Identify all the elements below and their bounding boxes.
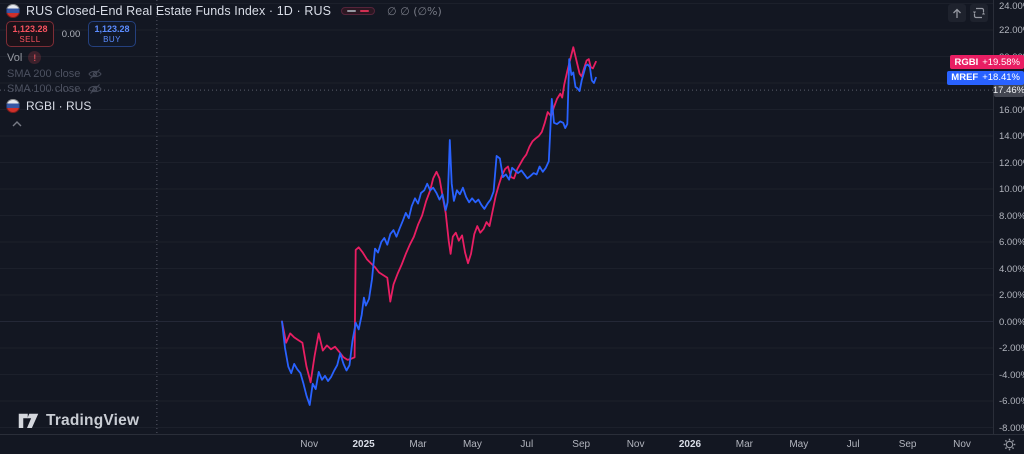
reset-icon (973, 7, 985, 19)
time-axis[interactable]: Nov 2025 Mar May Jul Sep Nov 2026 Mar May Jul Sep No… (0, 434, 1024, 454)
sell-label: SELL (19, 34, 41, 44)
volume-warning-icon[interactable]: ! (28, 51, 42, 64)
time-tick-label: Jul (520, 439, 534, 450)
series-line-mref[interactable] (281, 58, 597, 406)
price-tick-label: 16.00% (999, 104, 1024, 116)
indicator-row-sma200[interactable]: SMA 200 close (7, 68, 442, 80)
price-tick-label: -8.00% (999, 422, 1024, 434)
mref-price-label[interactable]: MREF +18.41% (947, 70, 1024, 85)
tradingview-mark-icon (18, 413, 39, 428)
price-tick-label: -2.00% (999, 343, 1024, 354)
buy-button[interactable]: 1,123.28 BUY (88, 21, 136, 47)
price-tick-label: 22.00% (999, 25, 1024, 36)
compare-symbol-label: RGBI · RUS (26, 99, 92, 113)
buy-price: 1,123.28 (94, 23, 130, 34)
eye-off-icon[interactable] (88, 83, 103, 95)
eye-off-icon[interactable] (88, 68, 103, 80)
indicator-row-sma100[interactable]: SMA 100 close (7, 83, 442, 95)
price-tick-label: 8.00% (999, 210, 1024, 222)
ohlc-values: ∅ ∅ (∅%) (387, 4, 442, 18)
spread-value: 0.00 (61, 28, 81, 40)
price-tick-label: 0.00% (999, 316, 1024, 328)
trade-buttons-row: 1,123.28 SELL 0.00 1,123.28 BUY (6, 21, 442, 47)
sma100-label: SMA 100 close (7, 83, 81, 95)
line-swatch-icon (347, 10, 357, 12)
time-tick-label: Mar (735, 439, 754, 450)
time-tick-label: Mar (409, 439, 427, 450)
scroll-up-button[interactable] (948, 4, 966, 22)
russia-flag-icon (6, 4, 20, 18)
chevron-up-icon (12, 121, 22, 127)
last-value-label: 17.46% (992, 83, 1024, 98)
time-tick-label: 2026 (678, 439, 702, 450)
price-tick-label: 14.00% (999, 131, 1024, 142)
series-style-chip[interactable] (341, 7, 376, 15)
time-tick-label: 2025 (352, 439, 375, 450)
time-tick-label: May (789, 439, 809, 450)
line-swatch-red-icon (360, 10, 370, 12)
tradingview-logo-text: TradingView (46, 411, 140, 429)
time-tick-label: Sep (898, 439, 917, 450)
time-tick-label: May (462, 439, 482, 450)
rgbi-change: +19.58% (982, 56, 1020, 68)
compare-symbol-row[interactable]: RGBI · RUS (6, 99, 442, 113)
pane-controls (948, 4, 988, 22)
mref-symbol: MREF (951, 72, 979, 84)
time-tick-label: Sep (572, 439, 591, 450)
legend-collapse-button[interactable] (8, 117, 26, 131)
buy-label: BUY (103, 34, 121, 44)
sell-price: 1,123.28 (12, 23, 48, 34)
time-tick-label: Nov (953, 439, 971, 450)
russia-flag-icon (6, 99, 20, 113)
reset-view-button[interactable] (970, 4, 988, 22)
price-tick-label: -4.00% (999, 369, 1024, 381)
price-tick-label: -6.00% (999, 396, 1024, 407)
time-tick-label: Nov (626, 439, 645, 450)
price-tick-label: 12.00% (999, 157, 1024, 169)
series-line-rgbi[interactable] (281, 46, 597, 384)
tradingview-logo[interactable]: TradingView (18, 411, 139, 430)
price-tick-label: 2.00% (999, 290, 1024, 301)
price-tick-label: 24.00% (999, 1, 1024, 12)
time-tick-label: Jul (846, 439, 860, 450)
axis-settings-gear-icon[interactable] (1003, 438, 1016, 451)
price-tick-label: 6.00% (999, 237, 1024, 248)
chart-legend: RUS Closed-End Real Estate Funds Index ·… (6, 4, 442, 131)
symbol-title[interactable]: RUS Closed-End Real Estate Funds Index ·… (26, 4, 332, 18)
sell-button[interactable]: 1,123.28 SELL (6, 21, 54, 47)
sma200-label: SMA 200 close (7, 68, 81, 80)
time-tick-label: Nov (300, 439, 319, 450)
rgbi-price-label[interactable]: RGBI +19.58% (950, 55, 1024, 70)
volume-label: Vol (7, 51, 23, 64)
price-tick-label: 10.00% (999, 184, 1024, 195)
volume-indicator-row[interactable]: Vol ! (7, 51, 442, 64)
symbol-title-row[interactable]: RUS Closed-End Real Estate Funds Index ·… (6, 4, 442, 18)
rgbi-symbol: RGBI (954, 56, 979, 68)
arrow-up-icon (953, 8, 961, 18)
price-tick-label: 4.00% (999, 263, 1024, 275)
mref-change: +18.41% (982, 72, 1020, 84)
